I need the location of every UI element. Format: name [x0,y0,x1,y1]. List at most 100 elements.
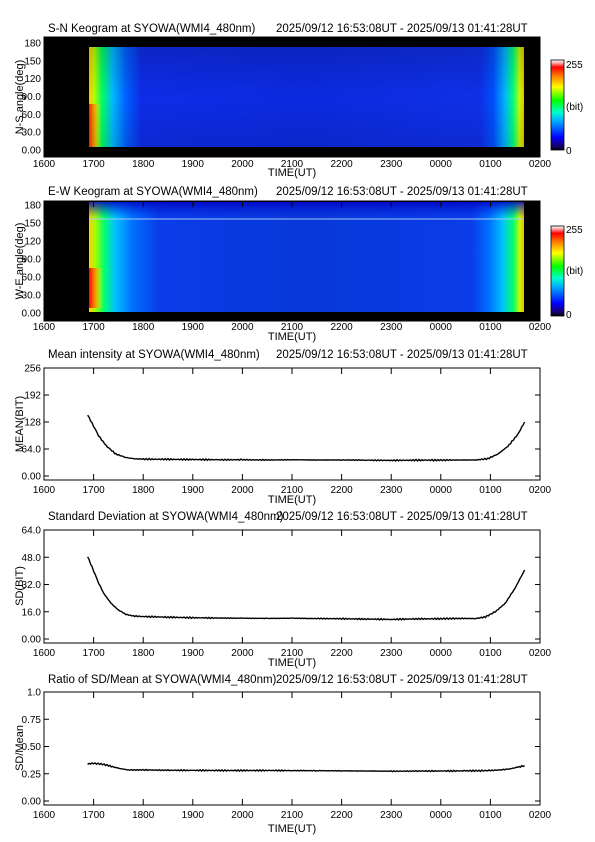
mean-x-tick-label: 2300 [380,485,403,496]
ew-colorbar [550,225,565,317]
sd-y-tick-label: 16.0 [22,607,42,618]
sd-y-tick-label: 32.0 [22,580,42,591]
mean-xlabel: TIME(UT) [268,494,316,506]
ew-y-tick-label: 30.0 [22,291,42,302]
sn-keogram-y-axis: 0.00 30.0 60.0 90.0 120 150 180 [22,39,540,157]
mean-x-tick-label: 2200 [330,485,353,496]
mean-y-tick-label: 64.0 [22,445,42,456]
sn-x-tick-label: 2000 [231,159,254,170]
ew-x-tick-label: 0100 [479,322,502,333]
mean-y-tick-label: 0.00 [22,472,42,483]
mean-y-tick-label: 128 [24,418,41,429]
ratio-y-tick-label: 0.00 [22,797,42,808]
ratio-title: Ratio of SD/Mean at SYOWA(WMI4_480nm) [48,674,277,686]
sd-x-axis: 1600 1700 1800 1900 2000 2100 2200 2300 0000 0100… [33,530,552,659]
sd-x-tick-label: 2200 [330,648,353,659]
sd-series-line [86,556,526,621]
ew-x-tick-label: 0000 [430,322,453,333]
ew-y-tick-label: 90.0 [22,255,42,266]
sn-y-tick-label: 180 [24,39,41,50]
sn-x-tick-label: 2300 [380,159,403,170]
sd-y-tick-label: 64.0 [22,526,42,537]
sd-x-tick-label: 0200 [529,648,552,659]
ratio-x-tick-label: 2100 [281,810,304,821]
mean-x-tick-label: 2100 [281,485,304,496]
ew-y-tick-label: 150 [24,219,41,230]
ew-x-tick-label: 0200 [529,322,552,333]
ew-x-tick-label: 1800 [132,322,155,333]
sd-x-tick-label: 2300 [380,648,403,659]
mean-y-tick-label: 256 [24,364,41,375]
mean-y-tick-label: 192 [24,391,41,402]
ew-keogram-xlabel: TIME(UT) [268,331,316,343]
ratio-x-tick-label: 1800 [132,810,155,821]
sn-x-tick-label: 0200 [529,159,552,170]
sn-colorbar-min: 0 [566,146,572,157]
sn-keogram-ylabel: N-S angle(deg) [14,60,26,135]
sn-x-tick-label: 1600 [33,159,56,170]
mean-ylabel: MEAN(BIT) [14,396,26,452]
sn-y-tick-label: 90.0 [22,92,42,103]
sn-keogram-title: S-N Keogram at SYOWA(WMI4_480nm) [48,23,255,35]
ew-keogram-time-range: 2025/09/12 16:53:08UT - 2025/09/13 01:41… [276,186,528,198]
mean-x-tick-label: 1600 [33,485,56,496]
ew-colorbar-max: 255 [566,225,583,236]
sn-x-tick-label: 2100 [281,159,304,170]
ew-keogram-image [89,202,524,312]
ew-keogram-x-axis: 1600 1700 1800 1900 2000 2100 2200 2300 0000 0100… [33,201,552,333]
sn-x-tick-label: 0000 [430,159,453,170]
ratio-x-tick-label: 2200 [330,810,353,821]
ew-colorbar-min: 0 [566,310,572,321]
sd-y-tick-label: 0.00 [22,635,42,646]
sd-x-tick-label: 2000 [231,648,254,659]
ratio-x-axis: 1600 1700 1800 1900 2000 2100 2200 2300 0000 0100… [33,692,552,821]
ew-x-tick-label: 1600 [33,322,56,333]
ratio-x-tick-label: 1900 [182,810,205,821]
ew-y-tick-label: 180 [24,201,41,212]
sd-plot-area [43,529,541,644]
sn-y-tick-label: 60.0 [22,110,42,121]
ratio-plot-area [43,691,541,806]
ew-y-tick-label: 120 [24,237,41,248]
sn-keogram-x-axis: 1600 1700 1800 1900 2000 2100 2200 2300 0000 0100… [33,37,552,170]
sd-x-tick-label: 1700 [82,648,105,659]
sd-panel: Standard Deviation at SYOWA(WMI4_480nm) … [14,511,552,669]
mean-x-tick-label: 1700 [82,485,105,496]
sn-x-tick-label: 1900 [182,159,205,170]
sd-y-tick-label: 48.0 [22,553,42,564]
sn-keogram-panel: S-N Keogram at SYOWA(WMI4_480nm) 2025/09… [14,23,583,179]
ew-x-tick-label: 2000 [231,322,254,333]
sn-keogram-xlabel: TIME(UT) [268,167,316,179]
sd-title: Standard Deviation at SYOWA(WMI4_480nm) [48,511,284,523]
ew-colorbar-label: (bit) [566,266,583,277]
ratio-y-tick-label: 0.75 [22,715,42,726]
ratio-x-tick-label: 0100 [479,810,502,821]
mean-time-range: 2025/09/12 16:53:08UT - 2025/09/13 01:41… [276,349,528,361]
ew-keogram-top-band [89,202,524,218]
mean-x-tick-label: 1900 [182,485,205,496]
ew-keogram-title: E-W Keogram at SYOWA(WMI4_480nm) [48,186,258,198]
ratio-x-tick-label: 1600 [33,810,56,821]
sn-y-tick-label: 150 [24,56,41,67]
mean-x-tick-label: 2000 [231,485,254,496]
mean-x-tick-label: 0200 [529,485,552,496]
ratio-y-tick-label: 0.25 [22,769,42,780]
sd-time-range: 2025/09/12 16:53:08UT - 2025/09/13 01:41… [276,511,528,523]
mean-x-tick-label: 1800 [132,485,155,496]
ew-x-tick-label: 1700 [82,322,105,333]
mean-x-axis: 1600 1700 1800 1900 2000 2100 2200 2300 0000 0100… [33,368,552,496]
ratio-x-tick-label: 1700 [82,810,105,821]
sd-x-tick-label: 0000 [430,648,453,659]
mean-series-line [87,414,526,462]
ratio-x-tick-label: 2300 [380,810,403,821]
sn-y-tick-label: 30.0 [22,128,42,139]
ew-keogram-panel: E-W Keogram at SYOWA(WMI4_480nm) 2025/09… [14,186,583,343]
ratio-x-tick-label: 0000 [430,810,453,821]
ratio-ylabel: SD/Mean [14,725,26,771]
sd-ylabel: SD(BIT) [14,566,26,606]
ew-y-tick-label: 0.00 [22,309,42,320]
ratio-y-tick-label: 1.0 [27,688,41,699]
sn-x-tick-label: 1700 [82,159,105,170]
sn-x-tick-label: 0100 [479,159,502,170]
ratio-y-tick-label: 0.50 [22,742,42,753]
